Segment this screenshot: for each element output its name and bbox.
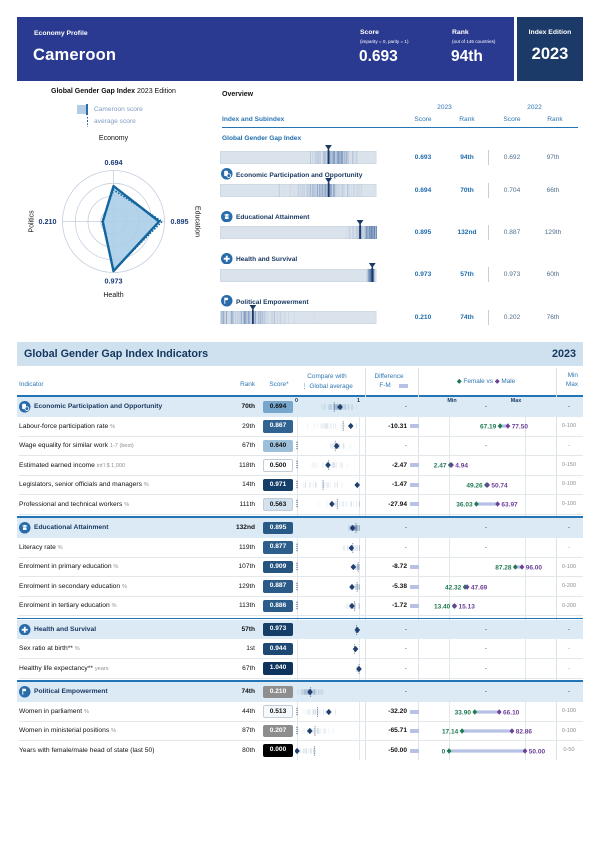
svg-text:63.97: 63.97 — [501, 502, 518, 509]
svg-text:49.26: 49.26 — [466, 482, 483, 489]
svg-text:4.94: 4.94 — [455, 463, 468, 470]
svg-text:36.03: 36.03 — [456, 502, 473, 509]
svg-text:77.50: 77.50 — [512, 424, 529, 431]
svg-text:87.28: 87.28 — [495, 564, 512, 571]
svg-text:50.00: 50.00 — [529, 748, 546, 755]
svg-text:50.74: 50.74 — [491, 482, 508, 489]
svg-text:13.40: 13.40 — [434, 603, 451, 610]
svg-text:0: 0 — [442, 748, 446, 755]
svg-text:2.47: 2.47 — [434, 463, 447, 470]
svg-text:82.86: 82.86 — [516, 728, 533, 735]
svg-text:47.69: 47.69 — [471, 584, 488, 591]
svg-text:15.13: 15.13 — [459, 603, 476, 610]
svg-text:66.10: 66.10 — [503, 709, 520, 716]
svg-text:0.895: 0.895 — [171, 217, 189, 226]
svg-text:0.973: 0.973 — [105, 277, 123, 286]
svg-text:67.19: 67.19 — [480, 424, 497, 431]
svg-text:17.14: 17.14 — [442, 728, 459, 735]
svg-text:0.210: 0.210 — [39, 217, 57, 226]
svg-text:96.00: 96.00 — [526, 564, 543, 571]
svg-text:42.32: 42.32 — [445, 584, 462, 591]
svg-text:33.90: 33.90 — [455, 709, 472, 716]
svg-text:0.694: 0.694 — [105, 158, 123, 167]
